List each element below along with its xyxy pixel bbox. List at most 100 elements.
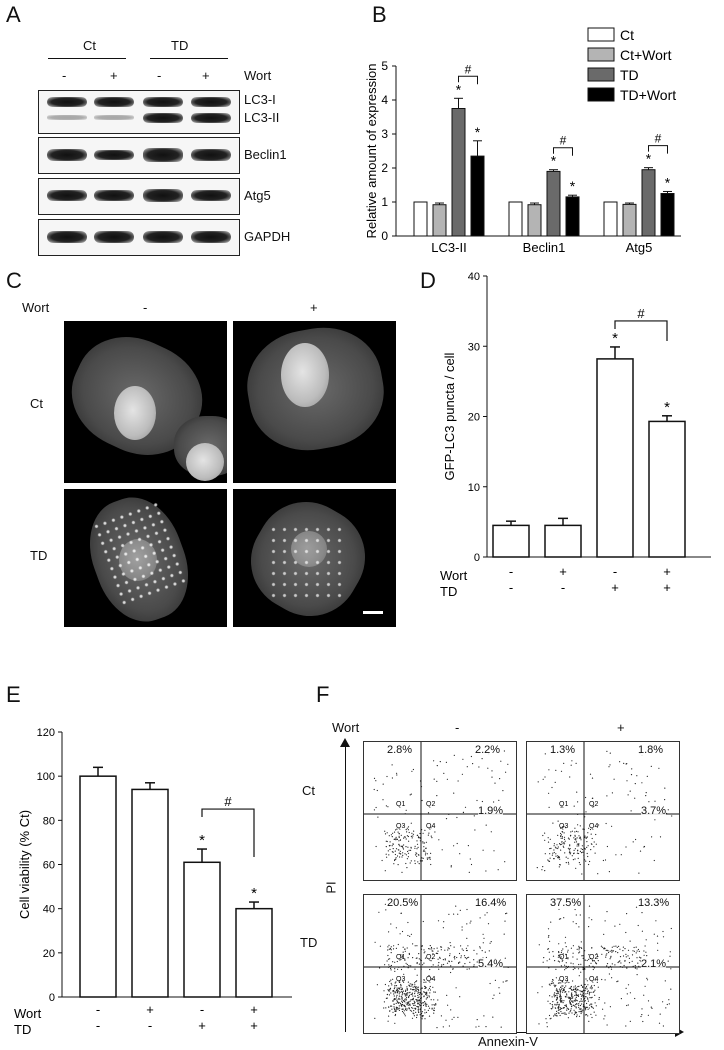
- bar: [596, 358, 634, 558]
- significance-star: *: [199, 832, 205, 849]
- significance-hash: #: [224, 794, 232, 809]
- col-sign: +: [310, 300, 318, 315]
- quadrant-q2-percent: 16.4%: [475, 897, 507, 909]
- blot-lc3: [38, 90, 240, 134]
- col-sign: -: [455, 720, 460, 735]
- legend-swatch: [587, 27, 615, 42]
- quadrant-name: Q4: [589, 976, 598, 983]
- row-label-ct: Ct: [30, 396, 43, 411]
- legend-label: TD+Wort: [620, 87, 676, 103]
- y-tick-label: 20: [468, 412, 480, 424]
- significance-bracket: [614, 320, 668, 341]
- wort-label: Wort: [14, 1006, 42, 1021]
- legend-label: Ct: [620, 27, 634, 43]
- scale-bar: [363, 611, 383, 614]
- panel-label-d: D: [420, 268, 436, 293]
- quadrant-q1-percent: 20.5%: [387, 897, 419, 909]
- col-sign: -: [143, 300, 148, 315]
- wort-label: Wort: [332, 720, 360, 735]
- y-tick-label: 60: [43, 860, 55, 872]
- pi-axis-arrow: [340, 738, 350, 747]
- y-tick-label: 0: [49, 992, 55, 1004]
- td-sign: -: [561, 580, 565, 595]
- quadrant-q4-percent: 1.9%: [478, 805, 504, 817]
- td-sign: +: [663, 580, 671, 595]
- td-sign: -: [148, 1018, 152, 1033]
- quadrant-name: Q3: [559, 823, 568, 830]
- y-tick-label: 5: [381, 59, 388, 73]
- bar: [544, 524, 582, 558]
- bar: [131, 788, 169, 998]
- bar: [660, 193, 675, 237]
- quadrant-q4-percent: 2.1%: [641, 958, 667, 970]
- significance-hash: #: [637, 306, 645, 321]
- significance-star: *: [551, 153, 557, 169]
- group-line-ct: [48, 58, 126, 59]
- significance-star: *: [570, 178, 576, 194]
- bar: [79, 775, 117, 998]
- bar: [432, 204, 447, 237]
- wort-sign: -: [613, 564, 617, 579]
- quadrant-name: Q2: [589, 954, 598, 961]
- significance-bracket: [648, 145, 668, 154]
- group-line-td: [150, 58, 228, 59]
- pi-axis-line: [345, 742, 346, 1032]
- y-tick-label: 80: [43, 815, 55, 827]
- td-sign: +: [250, 1018, 258, 1033]
- bar: [546, 170, 561, 237]
- bar: [641, 169, 656, 237]
- td-sign: -: [509, 580, 513, 595]
- legend-swatch: [587, 87, 615, 102]
- y-tick-label: 3: [381, 127, 388, 141]
- quadrant-q1-percent: 37.5%: [550, 897, 582, 909]
- quadrant-name: Q1: [396, 954, 405, 961]
- group-label-ct: Ct: [83, 38, 96, 53]
- bar: [470, 155, 485, 237]
- quadrant-q2-percent: 2.2%: [475, 744, 501, 756]
- x-tick-label: Beclin1: [523, 240, 566, 255]
- bar: [492, 524, 530, 558]
- td-sign: +: [611, 580, 619, 595]
- bar: [235, 907, 273, 998]
- panel-label-b: B: [372, 2, 387, 27]
- bar: [527, 204, 542, 237]
- td-label: TD: [440, 584, 457, 599]
- quadrant-name: Q2: [426, 801, 435, 808]
- x-tick-label: LC3-II: [431, 240, 466, 255]
- quadrant-name: Q3: [559, 976, 568, 983]
- wort-sign: +: [146, 1002, 154, 1017]
- quadrant-name: Q4: [589, 823, 598, 830]
- legend-swatch: [587, 67, 615, 82]
- quadrant-name: Q4: [426, 976, 435, 983]
- y-tick-label: 0: [474, 552, 480, 564]
- y-tick-label: 120: [37, 727, 55, 739]
- td-sign: -: [96, 1018, 100, 1033]
- quadrant-name: Q4: [426, 823, 435, 830]
- bar: [648, 420, 686, 558]
- annexin-axis-line: [370, 1032, 675, 1033]
- significance-hash: #: [655, 132, 662, 146]
- significance-hash: #: [560, 134, 567, 148]
- significance-bracket: [458, 75, 478, 85]
- wort-sign: -: [509, 564, 513, 579]
- quadrant-name: Q3: [396, 976, 405, 983]
- y-tick-label: 100: [37, 771, 55, 783]
- lane-sign: -: [62, 68, 67, 83]
- blot-label-atg5: Atg5: [244, 188, 271, 203]
- panel-label-e: E: [6, 682, 21, 707]
- significance-star: *: [456, 81, 462, 97]
- wort-label: Wort: [244, 68, 272, 83]
- significance-star: *: [612, 330, 618, 347]
- wort-sign: +: [250, 1002, 258, 1017]
- panel-label-a: A: [6, 2, 21, 27]
- bar: [508, 201, 523, 237]
- td-sign: +: [198, 1018, 206, 1033]
- blot-label-beclin1: Beclin1: [244, 147, 287, 162]
- quadrant-name: Q2: [589, 801, 598, 808]
- lane-sign: +: [202, 68, 210, 83]
- quadrant-q1-percent: 2.8%: [387, 744, 413, 756]
- quadrant-name: Q1: [559, 801, 568, 808]
- bar: [603, 201, 618, 237]
